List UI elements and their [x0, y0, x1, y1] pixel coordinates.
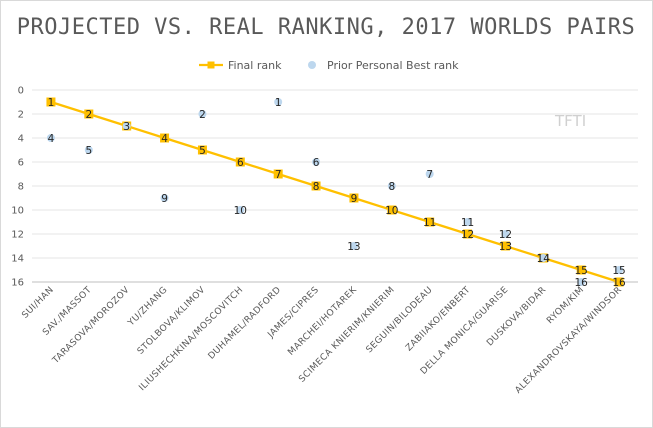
- final-rank-label: 2: [85, 109, 92, 121]
- prior-best-label: 9: [161, 193, 168, 205]
- prior-best-point: [615, 266, 624, 274]
- prior-best-label: 10: [234, 205, 247, 217]
- final-rank-point: [387, 205, 397, 215]
- y-tick-label: 0: [18, 86, 24, 97]
- prior-best-point: [349, 242, 358, 250]
- watermark: TFTI: [554, 112, 586, 130]
- prior-best-point: [387, 182, 396, 190]
- x-tick-label: ZABIIAKO/ENBERT: [404, 285, 473, 354]
- prior-best-label: 15: [612, 265, 625, 277]
- prior-best-label: 6: [313, 157, 320, 169]
- final-rank-line: [50, 100, 620, 284]
- final-rank-label: 4: [161, 133, 168, 145]
- legend-prior-label: Prior Personal Best rank: [327, 59, 459, 72]
- x-axis-ticks: SUI/HANSAV./MASSOTTARASOVA/MOROZOVYU/ZHA…: [20, 285, 624, 396]
- final-rank-label: 8: [313, 181, 320, 193]
- prior-best-label: 12: [499, 229, 512, 241]
- prior-best-point: [160, 194, 169, 202]
- final-rank-label: 7: [275, 169, 282, 181]
- prior-best-label: 14: [537, 253, 551, 265]
- y-tick-label: 2: [18, 110, 24, 121]
- legend-final-marker: [207, 61, 215, 69]
- prior-best-point: [463, 218, 472, 226]
- final-rank-label: 1: [48, 97, 55, 109]
- prior-best-point: [236, 206, 245, 214]
- final-rank-label: 12: [461, 229, 474, 241]
- legend: Final rank Prior Personal Best rank: [199, 59, 459, 72]
- prior-best-point: [425, 170, 434, 178]
- x-tick-label: SEGUIN/BILODEAU: [365, 285, 435, 355]
- prior-best-label: 3: [123, 121, 130, 133]
- final-rank-label: 13: [499, 241, 512, 253]
- prior-best-point: [46, 134, 55, 142]
- final-rank-point: [46, 97, 56, 107]
- final-rank-point: [576, 265, 586, 275]
- y-axis-ticks: 0 2 4 6 8 10 12 14 16: [11, 86, 24, 289]
- y-tick-label: 10: [11, 206, 24, 217]
- final-rank-point: [500, 241, 510, 251]
- prior-best-label: 11: [461, 217, 474, 229]
- legend-prior-marker: [308, 61, 316, 69]
- chart-title: PROJECTED VS. REAL RANKING, 2017 WORLDS …: [17, 15, 636, 40]
- y-tick-label: 16: [11, 278, 24, 289]
- y-tick-label: 4: [18, 134, 24, 145]
- gridlines: [32, 89, 638, 283]
- final-rank-label: 5: [199, 145, 206, 157]
- legend-final-label: Final rank: [228, 59, 282, 72]
- prior-best-point: [539, 254, 548, 262]
- final-rank-label: 10: [385, 205, 398, 217]
- prior-best-point: [84, 146, 93, 154]
- x-tick-label: TARASOVA/MOROZOV: [50, 285, 132, 367]
- final-rank-point: [463, 229, 473, 239]
- final-rank-point: [311, 181, 321, 191]
- y-tick-label: 12: [11, 230, 24, 241]
- final-rank-label: 16: [612, 277, 626, 289]
- final-rank-point: [235, 157, 245, 167]
- prior-best-point: [274, 98, 283, 106]
- final-rank-point: [349, 193, 359, 203]
- final-rank-point: [425, 217, 435, 227]
- final-rank-point: [197, 145, 207, 155]
- x-tick-label: MARCHEI/HOTAREK: [286, 285, 359, 358]
- final-rank-label: 15: [575, 265, 588, 277]
- final-rank-point: [273, 169, 283, 179]
- prior-best-point: [122, 122, 131, 130]
- final-rank-label: 6: [237, 157, 244, 169]
- final-rank-label: 9: [351, 193, 358, 205]
- prior-best-point: [198, 110, 207, 118]
- final-rank-point: [160, 133, 170, 143]
- prior-best-label: 2: [199, 109, 206, 121]
- prior-best-label: 16: [575, 277, 589, 289]
- x-tick-label: SUI/HAN: [20, 285, 56, 321]
- prior-best-label: 8: [388, 181, 395, 193]
- prior-best-label: 4: [48, 133, 55, 145]
- prior-best-label: 1: [275, 97, 282, 109]
- final-rank-point: [614, 277, 624, 287]
- final-rank-label: 11: [423, 217, 436, 229]
- prior-best-point: [577, 278, 586, 286]
- y-tick-label: 14: [11, 254, 24, 265]
- x-tick-label: RYOM/KIM: [545, 285, 586, 326]
- x-tick-label: DUHAMEL/RADFORD: [207, 285, 284, 362]
- final-rank-point: [84, 109, 94, 119]
- prior-best-point: [501, 230, 510, 238]
- prior-best-label: 13: [347, 241, 360, 253]
- prior-best-label: 7: [426, 169, 433, 181]
- prior-best-label: 5: [85, 145, 92, 157]
- y-tick-label: 6: [18, 158, 24, 169]
- prior-best-point: [312, 158, 321, 166]
- x-tick-label: STOLBOVA/KLIMOV: [136, 285, 208, 357]
- y-tick-label: 8: [18, 182, 24, 193]
